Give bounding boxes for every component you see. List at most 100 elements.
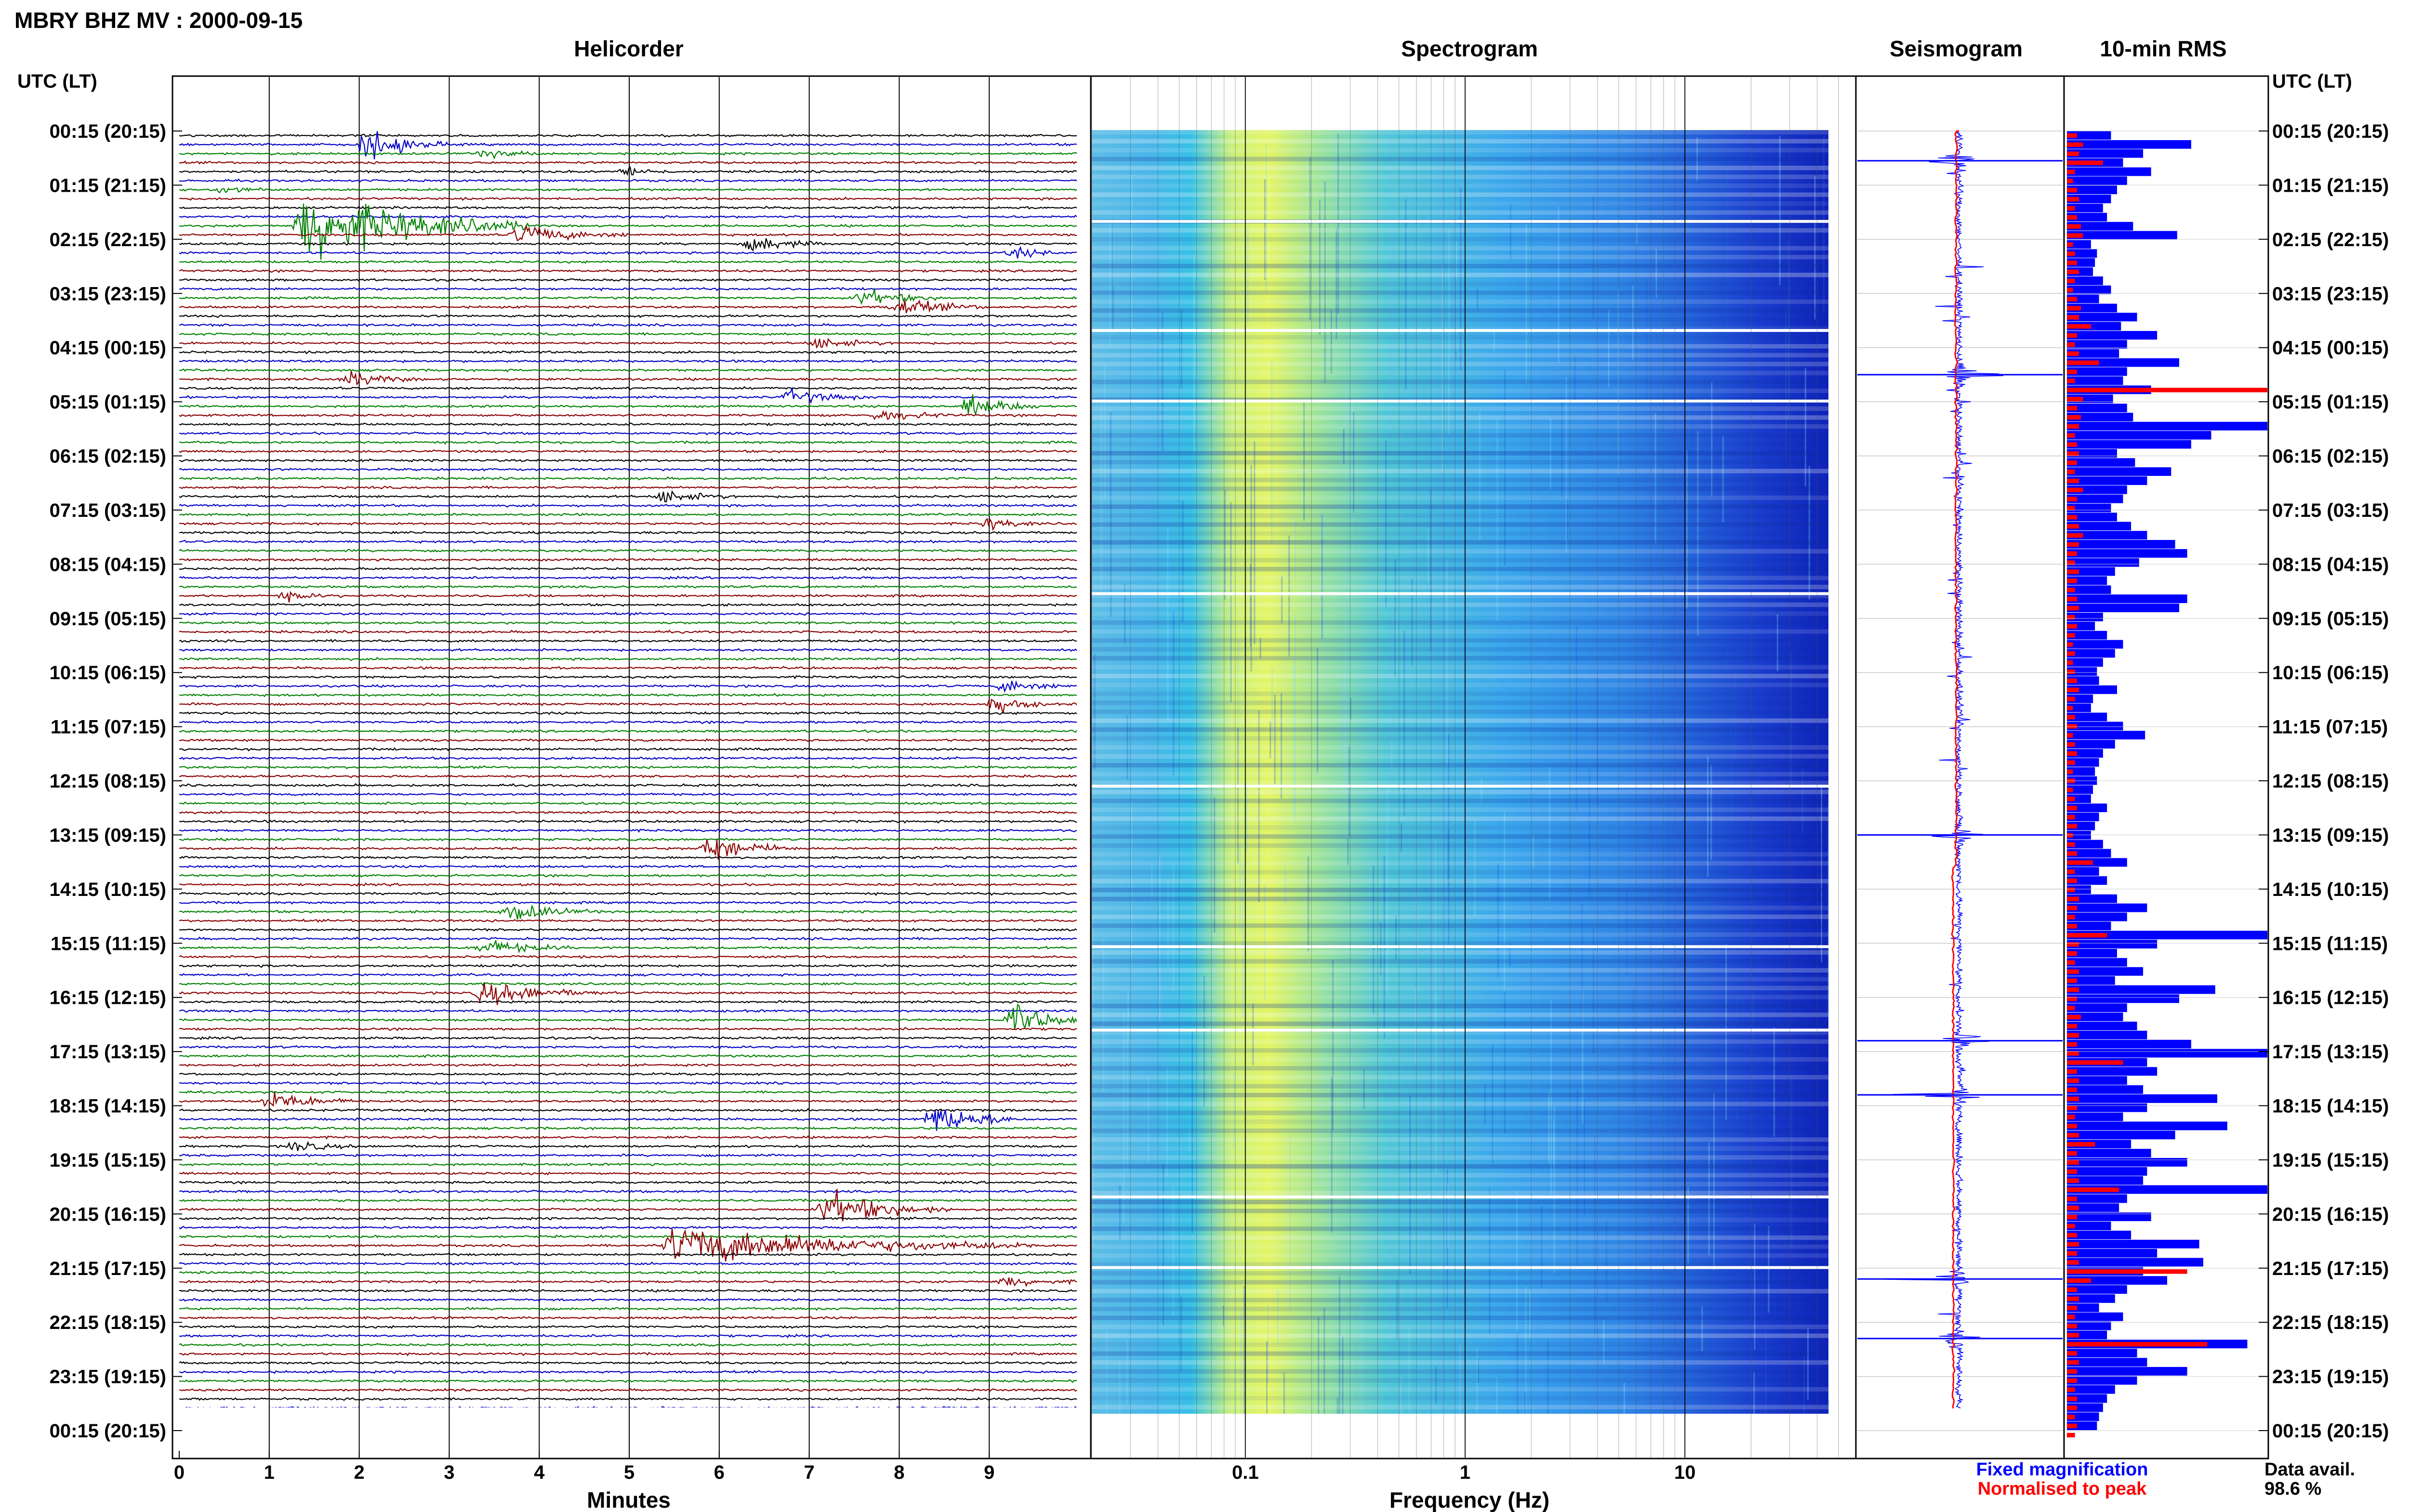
rms-bar-normalised [2067, 833, 2073, 838]
rms-bar-normalised [2067, 588, 2075, 592]
spectrogram-texture [1474, 818, 1476, 917]
spectrogram-texture [1210, 715, 1212, 813]
helicorder-trace-row [179, 591, 1077, 603]
spectrogram-row-band [1092, 941, 1828, 946]
spectrogram-texture [1281, 577, 1283, 623]
rms-bar-normalised [2067, 133, 2077, 138]
spectrogram-x-tick-label: 0.1 [1232, 1462, 1259, 1483]
spectrogram-row-band [1092, 192, 1828, 197]
spectrogram-row-band [1092, 237, 1828, 242]
spectrogram-texture [1547, 1339, 1549, 1414]
spectrogram-x-axis-title: Frequency (Hz) [1390, 1487, 1549, 1512]
spectrogram-texture [1603, 1320, 1605, 1363]
spectrogram-row-band [1092, 816, 1828, 821]
time-tick-label-left: 01:15 (21:15) [50, 175, 166, 196]
helicorder-trace-row [179, 449, 1077, 454]
spectrogram-texture [1804, 368, 1806, 486]
helicorder-trace-row [179, 711, 1077, 715]
spectrogram-texture [1707, 756, 1708, 877]
helicorder-trace-row [179, 485, 1077, 489]
spectrogram-gap [1092, 785, 1828, 788]
rms-bar-normalised [2067, 1105, 2077, 1110]
spectrogram-row-band [1092, 914, 1828, 919]
spectrogram-texture [1803, 1355, 1805, 1414]
spectrogram-gap [1092, 945, 1828, 948]
spectrogram-row-band [1092, 852, 1828, 857]
helicorder-trace-row [179, 927, 1077, 932]
spectrogram-row-band [1092, 1075, 1828, 1079]
spectrogram-texture [1481, 778, 1482, 804]
spectrogram-texture [1807, 1328, 1809, 1400]
spectrogram-texture [1106, 1330, 1108, 1414]
spectrogram-texture [1223, 1305, 1225, 1326]
spectrogram-texture [1708, 1143, 1710, 1255]
spectrogram-texture [1283, 1372, 1285, 1414]
spectrogram-texture [1337, 133, 1339, 314]
spectrogram-row-band [1092, 1235, 1828, 1240]
time-tick-label-right: 05:15 (01:15) [2272, 392, 2389, 413]
rms-bar-normalised [2067, 733, 2073, 738]
spectrogram-texture [1319, 199, 1321, 335]
spectrogram-texture [1533, 835, 1535, 869]
rms-bar-normalised [2067, 1433, 2075, 1438]
helicorder-trace-row [179, 422, 1077, 427]
helicorder-trace-row [179, 1198, 1077, 1203]
panel-title-rms: 10-min RMS [2100, 36, 2226, 61]
spectrogram-texture [1240, 1311, 1242, 1414]
rms-bar-normalised [2067, 542, 2079, 547]
helicorder-trace-row [179, 1315, 1077, 1320]
rms-bar-normalised [2067, 497, 2077, 501]
helicorder-trace-row [179, 160, 1077, 165]
rms-bar-normalised [2067, 206, 2075, 211]
spectrogram-texture [1361, 1302, 1363, 1414]
spectrogram-texture [1214, 952, 1216, 1157]
helicorder-trace-row [179, 693, 1077, 697]
rms-bar-normalised [2067, 1214, 2077, 1220]
rms-bar-normalised [2067, 715, 2075, 720]
rms-bar-normalised [2067, 324, 2091, 329]
helicorder-trace-row [179, 819, 1077, 824]
rms-bar-fixed [2067, 1412, 2099, 1421]
spectrogram-row-band [1092, 584, 1828, 590]
helicorder-trace-row [179, 1261, 1077, 1266]
spectrogram-row-band [1092, 273, 1828, 277]
rms-bar-fixed [2067, 331, 2158, 340]
helicorder-trace-row [179, 839, 1077, 860]
spectrogram-texture [1448, 229, 1450, 435]
spectrogram-texture [1477, 289, 1478, 310]
rms-bar-normalised [2067, 406, 2077, 411]
spectrogram-texture [1246, 786, 1248, 852]
helicorder-trace-row [179, 458, 1077, 462]
spectrogram-row-band [1092, 602, 1828, 607]
spectrogram-texture [1617, 289, 1619, 476]
helicorder-trace-row [179, 476, 1077, 481]
spectrogram-texture [1247, 226, 1249, 322]
spectrogram-texture [1092, 916, 1094, 1010]
helicorder-trace-row [179, 197, 1077, 201]
helicorder-traces [179, 131, 1077, 1407]
helicorder-trace-row [179, 394, 1077, 416]
spectrogram-texture [1446, 1170, 1448, 1308]
rms-bar-normalised [2067, 233, 2083, 238]
rms-bar-normalised [2067, 842, 2075, 847]
rms-bar-fixed [2067, 921, 2111, 931]
spectrogram-texture [1459, 1344, 1461, 1414]
rms-bar-fixed [2067, 1349, 2137, 1358]
helicorder-trace-row [179, 801, 1077, 806]
rms-bar-fixed [2067, 1158, 2187, 1167]
spectrogram-row-band [1092, 513, 1828, 518]
spectrogram-row-band [1092, 1351, 1828, 1356]
spectrogram-row-band [1092, 1333, 1828, 1338]
helicorder-trace-row [179, 774, 1077, 778]
spectrogram-texture [1415, 988, 1417, 1065]
rms-bar-normalised [2067, 1124, 2077, 1129]
helicorder-trace-row [179, 289, 1077, 305]
rms-bar-fixed [2067, 1276, 2167, 1285]
spectrogram-texture [1239, 843, 1241, 932]
helicorder-trace-row [179, 1352, 1077, 1356]
spectrogram-texture [1478, 1359, 1479, 1383]
spectrogram-texture [1790, 653, 1792, 788]
rms-bar-normalised [2067, 269, 2079, 275]
time-axis-label-left: UTC (LT) [17, 71, 97, 92]
spectrogram-texture [1668, 1028, 1669, 1207]
